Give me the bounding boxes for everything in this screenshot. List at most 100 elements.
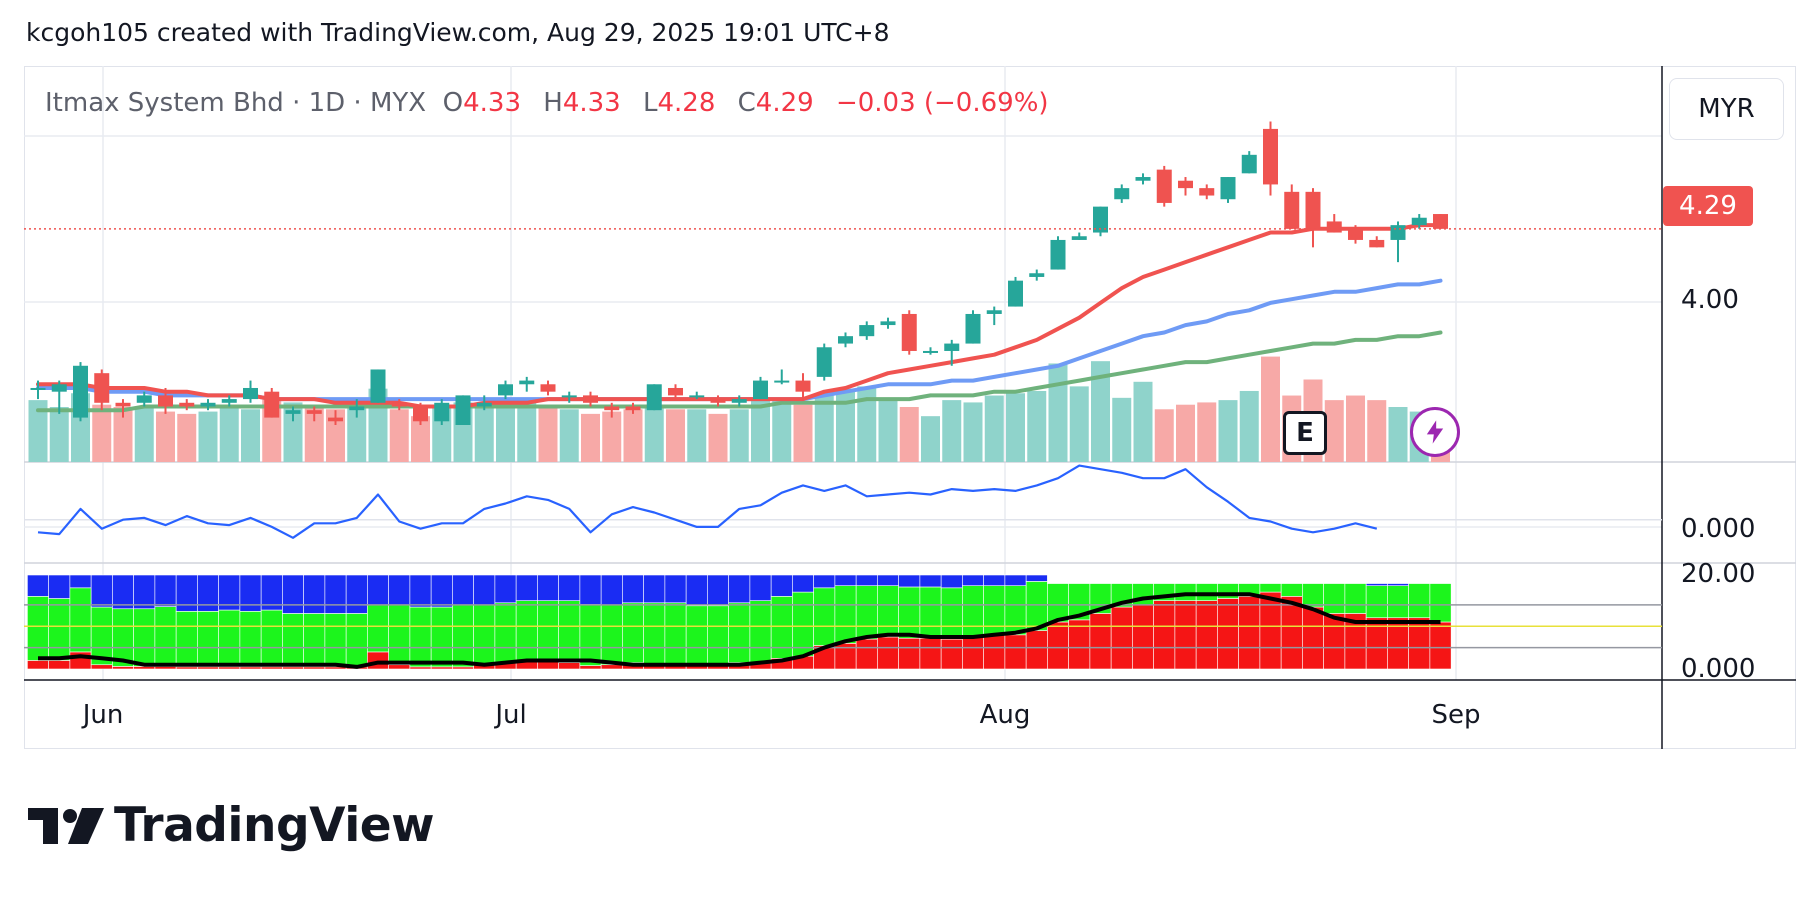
- band-blue-bar: [707, 574, 729, 607]
- band-green-bar: [664, 602, 687, 666]
- band-red-bar: [1025, 630, 1048, 670]
- band-red-bar: [1089, 613, 1112, 670]
- band-green-bar: [303, 613, 326, 668]
- volume-bar: [1367, 400, 1387, 462]
- band-green-bar: [749, 600, 772, 663]
- band-red-bar: [175, 666, 198, 670]
- tradingview-logo[interactable]: TradingView: [28, 798, 435, 853]
- lightning-glyph: [1426, 420, 1444, 444]
- lightning-icon[interactable]: [1410, 407, 1460, 457]
- volume-bar: [219, 407, 239, 462]
- oscillator-line: [37, 464, 1378, 539]
- band-red-bar: [1323, 613, 1346, 670]
- volume-bar: [1176, 404, 1195, 462]
- band-green-bar: [1259, 583, 1282, 593]
- band-red-bar: [388, 664, 411, 670]
- volume-bar: [92, 404, 112, 462]
- band-green-bar: [515, 600, 538, 661]
- band-green-bar: [728, 602, 751, 663]
- volume-bar: [581, 413, 600, 462]
- price-axis-label: 4.00: [1681, 285, 1739, 315]
- band-red-bar: [430, 666, 453, 670]
- band-blue-bar: [452, 574, 474, 606]
- band-red-bar: [133, 666, 156, 670]
- band-axis-top: 20.00: [1681, 559, 1756, 589]
- volume-bar: [814, 395, 834, 462]
- volume-bar: [538, 407, 558, 462]
- band-blue-bar: [388, 574, 411, 606]
- band-red-bar: [239, 666, 262, 670]
- band-green-bar: [537, 600, 559, 661]
- band-green-bar: [430, 606, 453, 668]
- band-blue-bar: [558, 574, 581, 601]
- band-red-bar: [1429, 621, 1452, 670]
- band-signal-line: [38, 592, 1441, 669]
- volume-bar: [517, 397, 537, 462]
- band-green-bar: [388, 604, 411, 666]
- volume-bar: [156, 411, 175, 462]
- band-blue-bar: [685, 574, 708, 607]
- volume-bar: [1069, 386, 1089, 462]
- band-green-bar: [367, 604, 389, 653]
- band-green-bar: [175, 611, 198, 668]
- candle-body: [1029, 273, 1045, 277]
- volume-bar: [198, 411, 218, 462]
- band-red-bar: [112, 666, 134, 670]
- band-blue-bar: [27, 574, 49, 597]
- volume-bar: [304, 404, 324, 462]
- volume-bar: [1388, 407, 1408, 462]
- band-red-bar: [558, 662, 581, 670]
- candle-body: [1199, 188, 1215, 196]
- candle-body: [1178, 180, 1193, 189]
- band-blue-bar: [643, 574, 666, 604]
- tradingview-wordmark: TradingView: [114, 798, 435, 853]
- band-blue-bar: [367, 574, 389, 606]
- volume-bar: [793, 404, 813, 462]
- chart-canvas[interactable]: [0, 0, 1817, 760]
- volume-bar: [1091, 361, 1110, 462]
- volume-bar: [963, 402, 983, 462]
- band-green-bar: [1047, 583, 1069, 623]
- currency-button[interactable]: MYR: [1669, 78, 1784, 140]
- band-red-bar: [1408, 617, 1431, 670]
- band-green-bar: [1365, 585, 1388, 619]
- band-red-bar: [1259, 591, 1282, 670]
- volume-bar: [49, 407, 69, 462]
- band-green-bar: [855, 585, 878, 640]
- band-blue-bar: [473, 574, 496, 606]
- band-red-bar: [1068, 619, 1091, 670]
- band-green-bar: [983, 585, 1006, 636]
- band-blue-bar: [133, 574, 156, 610]
- band-red-bar: [303, 666, 326, 670]
- x-label-aug: Aug: [979, 700, 1031, 730]
- band-red-bar: [962, 636, 984, 670]
- candle-body: [115, 402, 131, 407]
- band-green-bar: [409, 606, 432, 668]
- volume-bar: [347, 407, 367, 462]
- band-green-bar: [1344, 583, 1367, 614]
- band-green-bar: [48, 598, 71, 661]
- band-blue-bar: [90, 574, 113, 608]
- earnings-icon[interactable]: E: [1283, 411, 1327, 455]
- band-green-bar: [239, 611, 262, 668]
- candle-body: [349, 406, 365, 411]
- open-value: 4.33: [463, 88, 521, 118]
- volume-bar: [836, 388, 855, 462]
- band-red-bar: [1238, 596, 1261, 670]
- high-label: H: [543, 88, 563, 118]
- candle-body: [753, 380, 768, 400]
- band-green-bar: [133, 608, 156, 667]
- volume-bar: [326, 409, 345, 462]
- chart-frame[interactable]: [24, 66, 1796, 749]
- band-green-bar: [452, 604, 474, 668]
- band-red-bar: [983, 634, 1006, 670]
- band-axis-bottom: 0.000: [1681, 654, 1756, 684]
- band-green-bar: [27, 596, 49, 661]
- band-red-bar: [1132, 604, 1154, 670]
- band-green-bar: [579, 604, 602, 666]
- band-blue-bar: [898, 574, 921, 588]
- volume-bar: [921, 416, 940, 462]
- candle-body: [73, 365, 88, 418]
- band-green-bar: [834, 585, 857, 644]
- band-green-bar: [919, 586, 942, 639]
